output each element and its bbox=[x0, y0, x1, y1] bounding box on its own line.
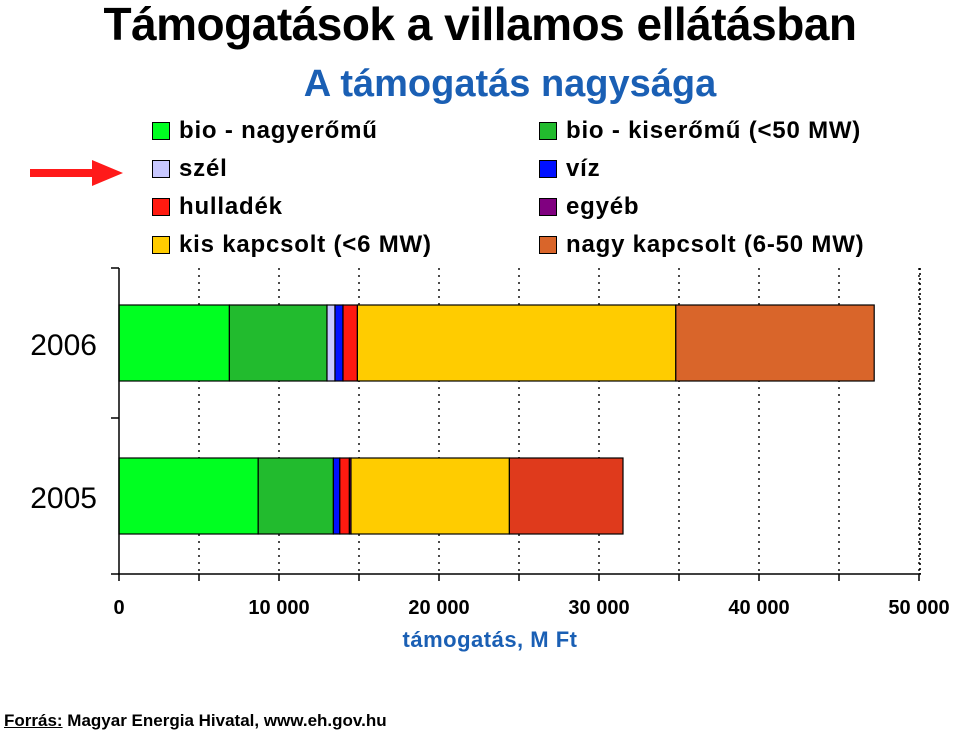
bar-segment bbox=[675, 304, 875, 382]
legend-label: szél bbox=[179, 155, 228, 182]
red-arrow-icon bbox=[30, 160, 123, 186]
bar-segment bbox=[339, 457, 350, 535]
x-tick-label: 30 000 bbox=[568, 597, 629, 619]
x-tick-label: 40 000 bbox=[728, 597, 789, 619]
source-note: Forrás: Magyar Energia Hivatal, www.eh.g… bbox=[4, 711, 387, 731]
bar-segment bbox=[326, 304, 336, 382]
axes: 2006 2005 0 10 000 20 000 30 000 40 000 50 000 bbox=[30, 267, 950, 619]
bar-segment bbox=[342, 304, 358, 382]
x-axis-title: támogatás, M Ft bbox=[402, 627, 578, 652]
legend-item-szel: szél bbox=[152, 155, 228, 183]
x-tick-label: 20 000 bbox=[408, 597, 469, 619]
legend-item-kis-kapcsolt: kis kapcsolt (<6 MW) bbox=[152, 231, 432, 259]
legend-label: nagy kapcsolt (6-50 MW) bbox=[566, 231, 865, 258]
bar-segment bbox=[332, 457, 341, 535]
bar-segment bbox=[334, 304, 344, 382]
legend-swatch bbox=[539, 122, 557, 140]
source-label: Forrás: bbox=[4, 711, 63, 730]
arrow-shaft bbox=[30, 169, 96, 177]
legend-swatch bbox=[539, 198, 557, 216]
bar-segment bbox=[118, 457, 259, 535]
y-tick-label: 2005 bbox=[30, 482, 97, 515]
page-title: Támogatások a villamos ellátásban bbox=[103, 0, 857, 50]
legend-swatch bbox=[539, 160, 557, 178]
legend-label: bio - nagyerőmű bbox=[179, 117, 378, 144]
legend: bio - nagyerőmű szél hulladék kis kapcso… bbox=[0, 0, 960, 270]
legend-label: bio - kiserőmű (<50 MW) bbox=[566, 117, 862, 144]
legend-swatch bbox=[152, 198, 170, 216]
arrow-head bbox=[92, 160, 123, 186]
legend-label: kis kapcsolt (<6 MW) bbox=[179, 231, 432, 258]
legend-label: hulladék bbox=[179, 193, 283, 220]
legend-item-bio-nagyeromu: bio - nagyerőmű bbox=[152, 117, 378, 145]
x-tick-label: 50 000 bbox=[888, 597, 949, 619]
y-tick-label: 2006 bbox=[30, 329, 97, 362]
bar-segment bbox=[257, 457, 335, 535]
legend-item-bio-kiseromu: bio - kiserőmű (<50 MW) bbox=[539, 117, 861, 145]
bar-segment bbox=[508, 457, 624, 535]
legend-swatch bbox=[152, 122, 170, 140]
legend-item-egyeb: egyéb bbox=[539, 193, 639, 221]
legend-swatch bbox=[539, 236, 557, 254]
legend-swatch bbox=[152, 236, 170, 254]
x-tick-label: 0 bbox=[113, 597, 124, 619]
legend-label: egyéb bbox=[566, 193, 640, 220]
bar-segment bbox=[228, 304, 328, 382]
bar-segment bbox=[350, 457, 510, 535]
chart-subtitle: A támogatás nagysága bbox=[303, 63, 717, 105]
legend-item-nagy-kapcsolt: nagy kapcsolt (6-50 MW) bbox=[539, 231, 864, 259]
legend-swatch bbox=[152, 160, 170, 178]
bars bbox=[118, 304, 875, 535]
legend-label: víz bbox=[566, 155, 601, 182]
source-text: Magyar Energia Hivatal, www.eh.gov.hu bbox=[62, 711, 387, 730]
bar-segment bbox=[118, 304, 231, 382]
legend-item-viz: víz bbox=[539, 155, 600, 183]
legend-item-hulladek: hulladék bbox=[152, 193, 283, 221]
x-tick-label: 10 000 bbox=[248, 597, 309, 619]
bar-segment bbox=[356, 304, 677, 382]
